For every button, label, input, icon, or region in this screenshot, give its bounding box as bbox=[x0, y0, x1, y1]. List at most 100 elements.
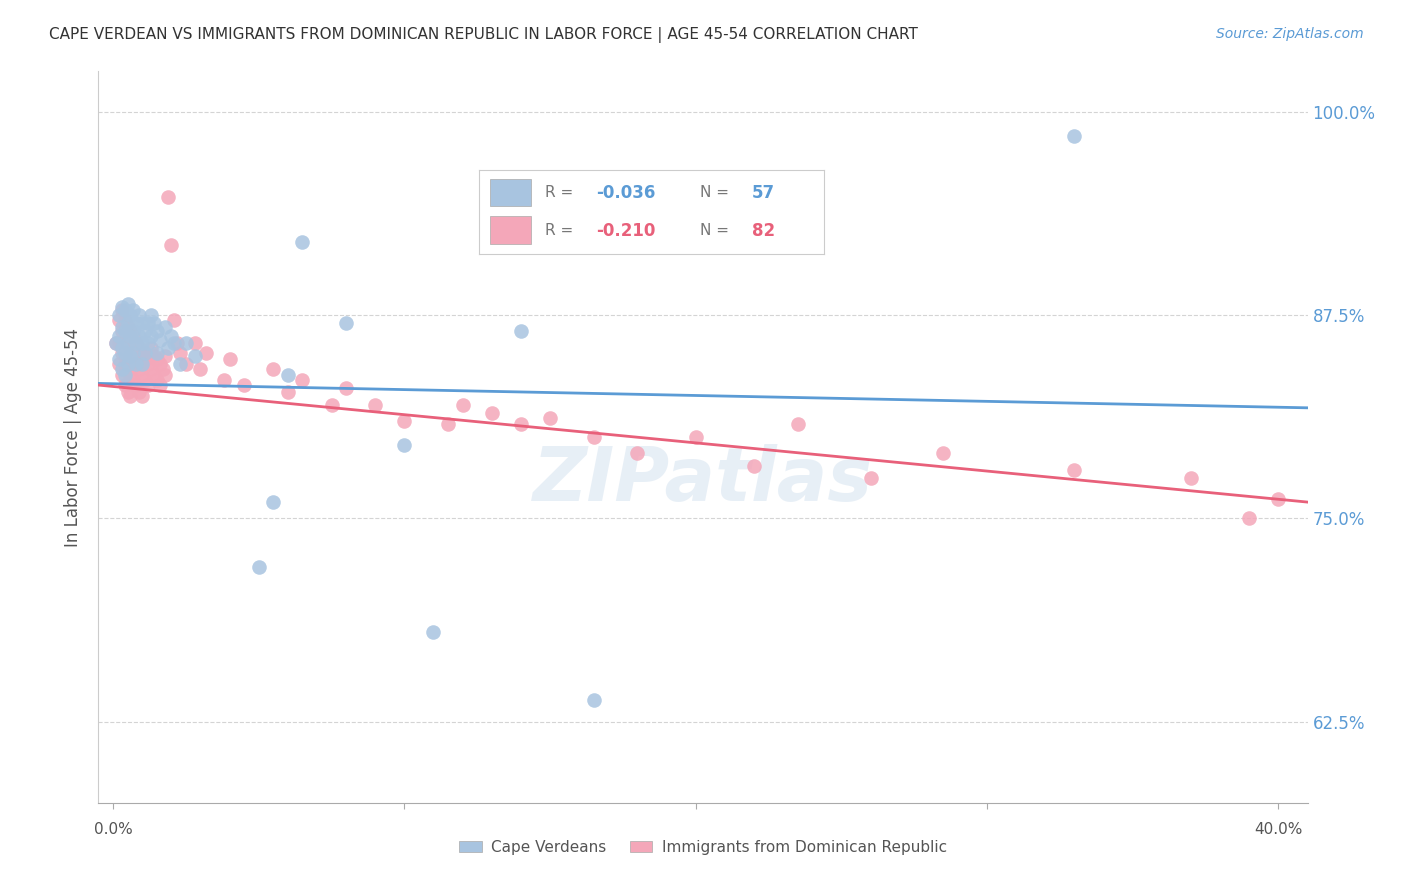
Point bbox=[481, 406, 503, 420]
Point bbox=[117, 316, 139, 330]
Point bbox=[582, 430, 605, 444]
Point bbox=[1267, 491, 1289, 506]
Point bbox=[131, 335, 153, 350]
Point bbox=[114, 368, 136, 383]
Point bbox=[335, 316, 357, 330]
Point bbox=[183, 349, 205, 363]
Point bbox=[108, 313, 131, 327]
Point bbox=[247, 560, 270, 574]
Point bbox=[134, 352, 156, 367]
Point bbox=[169, 345, 191, 359]
Point bbox=[128, 341, 150, 355]
Text: 40.0%: 40.0% bbox=[1254, 822, 1302, 838]
Point bbox=[117, 335, 139, 350]
Point bbox=[128, 384, 150, 399]
Point bbox=[120, 368, 142, 383]
Point bbox=[117, 357, 139, 371]
Point bbox=[218, 352, 240, 367]
Point bbox=[1063, 129, 1085, 144]
Point bbox=[122, 352, 145, 367]
Point bbox=[125, 357, 148, 371]
Point bbox=[104, 335, 127, 350]
Point bbox=[160, 329, 183, 343]
Point bbox=[136, 357, 159, 371]
Point bbox=[128, 329, 150, 343]
Point bbox=[111, 361, 134, 376]
Point bbox=[422, 625, 444, 640]
Point bbox=[364, 398, 387, 412]
Point bbox=[145, 373, 167, 387]
Point bbox=[117, 341, 139, 355]
Point bbox=[155, 368, 177, 383]
Y-axis label: In Labor Force | Age 45-54: In Labor Force | Age 45-54 bbox=[65, 327, 83, 547]
Point bbox=[131, 357, 153, 371]
Point bbox=[131, 368, 153, 383]
Point bbox=[125, 316, 148, 330]
Point bbox=[131, 345, 153, 359]
Point bbox=[134, 373, 156, 387]
Point bbox=[538, 410, 561, 425]
Point bbox=[509, 325, 531, 339]
Point bbox=[122, 303, 145, 318]
Point bbox=[120, 329, 142, 343]
Point bbox=[190, 361, 212, 376]
Point bbox=[157, 341, 180, 355]
Point bbox=[128, 308, 150, 322]
Point bbox=[321, 398, 343, 412]
Point bbox=[1239, 511, 1261, 525]
Point bbox=[163, 313, 186, 327]
Point bbox=[626, 446, 648, 460]
Point bbox=[117, 361, 139, 376]
Point bbox=[120, 389, 142, 403]
Point bbox=[166, 335, 188, 350]
Point bbox=[233, 378, 256, 392]
Point bbox=[149, 357, 172, 371]
Point bbox=[145, 325, 167, 339]
Point bbox=[134, 325, 156, 339]
Point bbox=[108, 335, 131, 350]
Point bbox=[114, 335, 136, 350]
Point bbox=[128, 361, 150, 376]
Point bbox=[157, 189, 180, 203]
Point bbox=[120, 308, 142, 322]
Point bbox=[437, 417, 460, 431]
Point bbox=[117, 297, 139, 311]
Point bbox=[509, 417, 531, 431]
Point bbox=[120, 325, 142, 339]
Point bbox=[174, 357, 197, 371]
Text: CAPE VERDEAN VS IMMIGRANTS FROM DOMINICAN REPUBLIC IN LABOR FORCE | AGE 45-54 CO: CAPE VERDEAN VS IMMIGRANTS FROM DOMINICA… bbox=[49, 27, 918, 43]
Point bbox=[125, 378, 148, 392]
Point bbox=[114, 357, 136, 371]
Point bbox=[139, 341, 162, 355]
Point bbox=[786, 417, 808, 431]
Point bbox=[149, 378, 172, 392]
Point bbox=[131, 316, 153, 330]
Point bbox=[120, 345, 142, 359]
Point bbox=[117, 319, 139, 334]
Point bbox=[145, 352, 167, 367]
Point bbox=[335, 381, 357, 395]
Text: 0.0%: 0.0% bbox=[94, 822, 132, 838]
Point bbox=[111, 319, 134, 334]
Point bbox=[169, 357, 191, 371]
Point bbox=[122, 373, 145, 387]
Point bbox=[451, 398, 474, 412]
Point bbox=[136, 316, 159, 330]
Legend: Cape Verdeans, Immigrants from Dominican Republic: Cape Verdeans, Immigrants from Dominican… bbox=[453, 834, 953, 861]
Point bbox=[277, 368, 299, 383]
Point bbox=[131, 389, 153, 403]
Point bbox=[111, 325, 134, 339]
Point bbox=[134, 345, 156, 359]
Point bbox=[111, 341, 134, 355]
Point bbox=[262, 361, 284, 376]
Point bbox=[104, 335, 127, 350]
Point bbox=[111, 300, 134, 314]
Point bbox=[136, 378, 159, 392]
Point bbox=[145, 345, 167, 359]
Point bbox=[108, 352, 131, 367]
Point bbox=[122, 345, 145, 359]
Point bbox=[195, 345, 218, 359]
Point bbox=[125, 335, 148, 350]
Point bbox=[114, 345, 136, 359]
Point bbox=[114, 378, 136, 392]
